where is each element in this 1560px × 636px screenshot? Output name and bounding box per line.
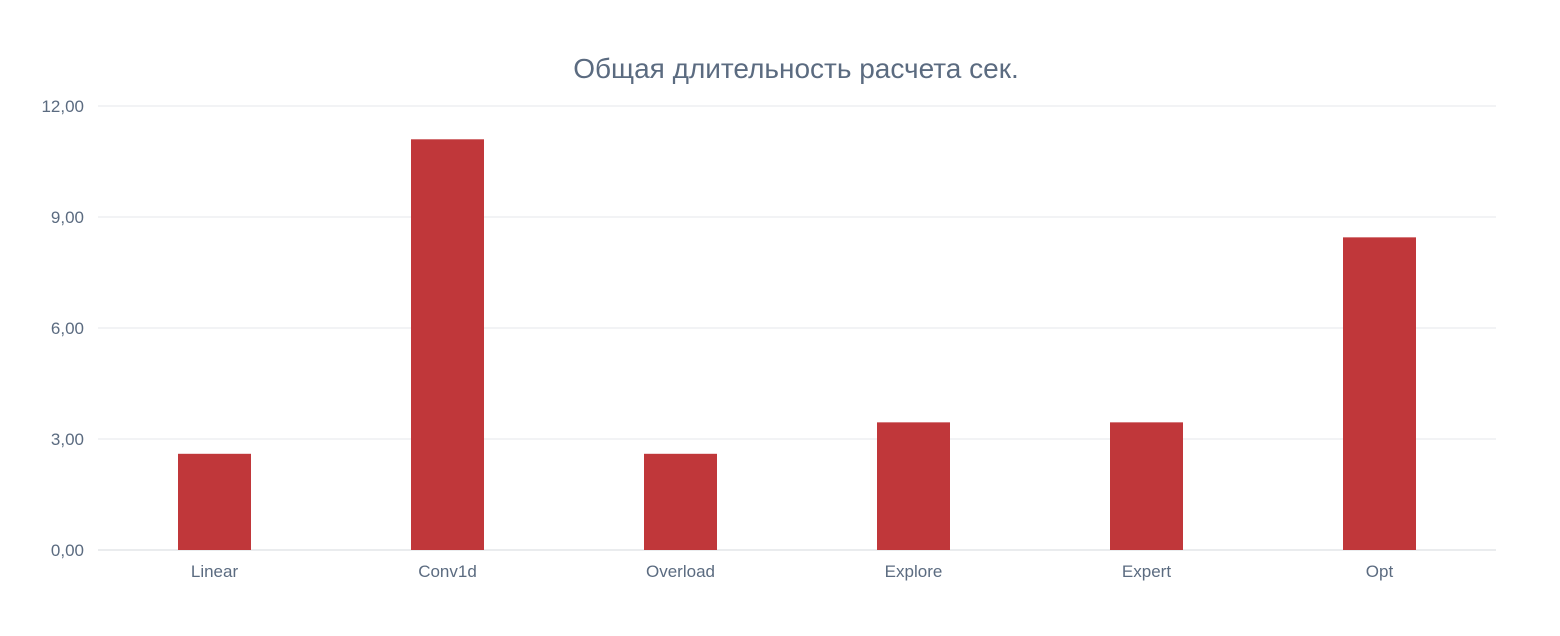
y-tick-label: 6,00 <box>51 319 84 338</box>
x-tick-label: Explore <box>885 562 943 581</box>
x-tick-label: Overload <box>646 562 715 581</box>
bar-conv1d <box>411 139 484 551</box>
x-tick-label: Conv1d <box>418 562 477 581</box>
x-axis-ticks: Linear Conv1d Overload Explore Expert Opt <box>191 562 1394 581</box>
y-tick-label: 0,00 <box>51 541 84 560</box>
bars <box>178 139 1416 551</box>
gridlines <box>98 105 1496 551</box>
bar-explore <box>877 422 950 550</box>
chart-title: Общая длительность расчета сек. <box>573 53 1019 84</box>
bar-expert <box>1110 422 1183 550</box>
y-axis-ticks: 0,00 3,00 6,00 9,00 12,00 <box>41 97 84 560</box>
bar-linear <box>178 453 251 550</box>
y-tick-label: 12,00 <box>41 97 84 116</box>
y-tick-label: 9,00 <box>51 208 84 227</box>
x-tick-label: Expert <box>1122 562 1171 581</box>
bar-overload <box>644 453 717 550</box>
x-tick-label: Opt <box>1366 562 1394 581</box>
y-tick-label: 3,00 <box>51 430 84 449</box>
bar-opt <box>1343 237 1416 550</box>
x-tick-label: Linear <box>191 562 239 581</box>
